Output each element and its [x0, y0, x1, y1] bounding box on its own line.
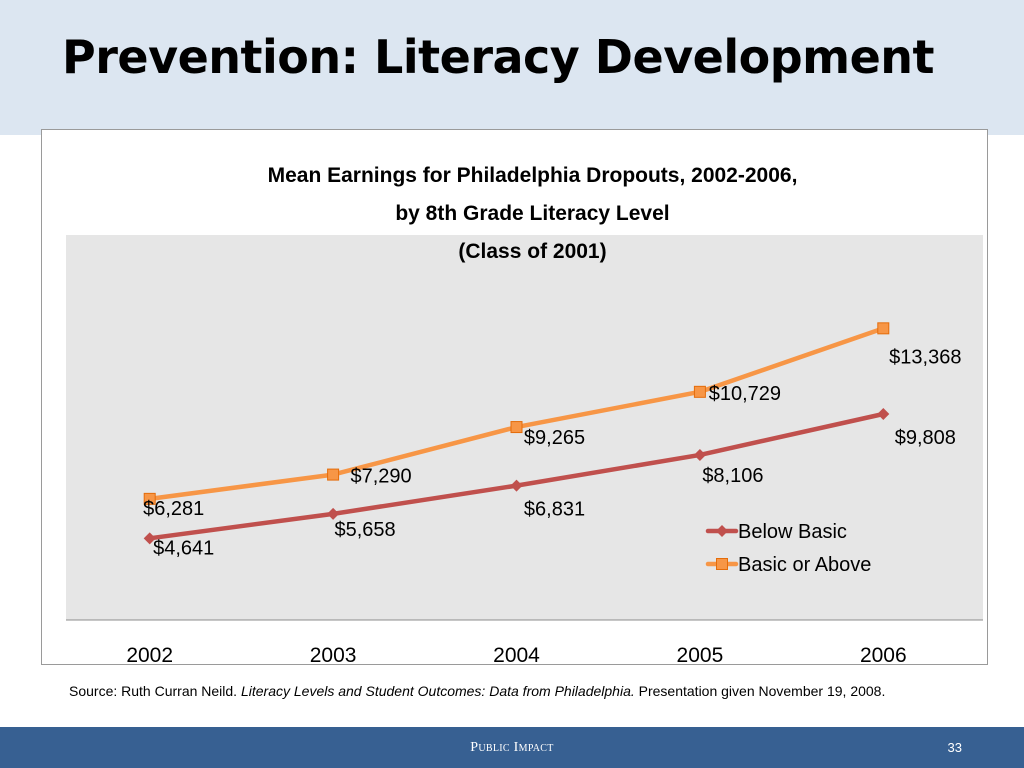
- title-banner: Prevention: Literacy Development: [0, 0, 1024, 135]
- data-label: $9,265: [524, 427, 585, 449]
- data-label: $4,641: [153, 537, 214, 559]
- data-point: [510, 421, 523, 434]
- data-point: [327, 468, 340, 481]
- data-point: [327, 507, 340, 520]
- data-label: $5,658: [335, 519, 396, 541]
- x-tick-label: 2003: [310, 644, 357, 666]
- source-title: Literacy Levels and Student Outcomes: Da…: [240, 683, 635, 699]
- data-point: [143, 492, 156, 505]
- footer-brand: Public Impact: [470, 740, 554, 755]
- chart-title: Mean Earnings for Philadelphia Dropouts,…: [268, 164, 798, 187]
- legend-label: Below Basic: [738, 521, 847, 543]
- chart-title-line3: (Class of 2001): [458, 240, 606, 263]
- data-point: [693, 385, 706, 398]
- data-label: $13,368: [889, 346, 961, 368]
- data-point: [693, 448, 706, 461]
- source-prefix: Source: Ruth Curran Neild.: [69, 683, 241, 699]
- data-label: $7,290: [351, 466, 412, 488]
- data-label: $10,729: [709, 383, 781, 405]
- slide-title: Prevention: Literacy Development: [62, 30, 935, 84]
- page-number: 33: [947, 740, 962, 755]
- data-label: $6,281: [143, 498, 204, 520]
- series-layer: $6,281 $7,290 $9,265 $10,729 $13,368 $4,641 $5…: [143, 322, 961, 559]
- source-suffix: Presentation given November 19, 2008.: [634, 683, 886, 699]
- x-tick-label: 2004: [493, 644, 540, 666]
- line-chart: Mean Earnings for Philadelphia Dropouts,…: [66, 164, 983, 666]
- data-point: [877, 407, 890, 420]
- chart-title-line2: by 8th Grade Literacy Level: [395, 202, 669, 225]
- data-point: [143, 532, 156, 545]
- x-tick-label: 2002: [126, 644, 173, 666]
- legend: Below Basic Basic or Above: [705, 521, 871, 576]
- x-tick-label: 2006: [860, 644, 907, 666]
- legend-label: Basic or Above: [738, 554, 871, 576]
- x-tick-labels: 2002 2003 2004 2005 2006: [126, 644, 906, 666]
- data-label: $8,106: [702, 465, 763, 487]
- data-point: [510, 479, 523, 492]
- x-tick-label: 2005: [677, 644, 724, 666]
- data-label: $9,808: [895, 427, 956, 449]
- data-point: [877, 322, 890, 335]
- chart-frame: Mean Earnings for Philadelphia Dropouts,…: [41, 129, 988, 666]
- legend-marker: [716, 525, 728, 537]
- legend-marker: [716, 558, 728, 570]
- footer-bar: Public Impact 33: [0, 727, 1024, 768]
- source-citation: Source: Ruth Curran Neild. Literacy Leve…: [69, 681, 949, 701]
- data-label: $6,831: [524, 499, 585, 521]
